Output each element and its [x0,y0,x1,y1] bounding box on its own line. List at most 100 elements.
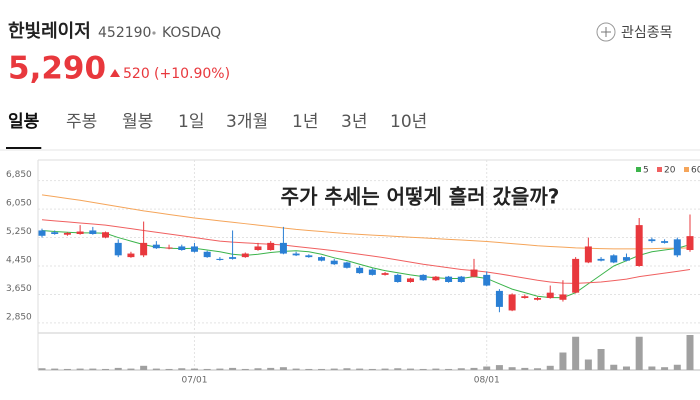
stock-code: 452190 [98,25,151,41]
volume-bar [406,368,414,370]
candle-body [76,231,84,234]
candle-body [559,294,567,300]
volume-bar [686,335,694,370]
candle-body [686,236,694,250]
candle-body [368,269,376,275]
candle-body [394,274,402,282]
y-tick-label: 4,450 [6,256,32,266]
y-tick-label: 6,850 [6,170,32,180]
candle-body [584,246,592,263]
moving-average [41,219,691,284]
volume-bar [152,368,160,370]
volume-bar [661,367,669,370]
volume-bar [216,368,224,370]
volume-bar [368,368,376,370]
candle-body [406,278,414,282]
volume-bar [622,366,630,370]
y-tick-label: 6,050 [6,199,32,209]
volume-bar [635,336,643,370]
candle-body [241,253,249,258]
annotation: 주가 추세는 어떻게 흘러 갔을까? [281,185,560,209]
candle-body [165,247,173,249]
volume-bar [343,368,351,370]
tab[interactable]: 일봉 [8,112,40,132]
volume-bar [457,368,465,370]
volume-bar [673,364,681,370]
watch-button[interactable]: 관심종목 [596,22,673,42]
stock-name: 한빛레이저 [8,21,91,42]
volume-bar [229,367,237,370]
candle-body [597,258,605,261]
candle-body [356,267,364,274]
candle-body [229,257,237,259]
y-tick-label: 5,250 [6,227,32,237]
volume-bar [445,368,453,370]
change: 520 [123,66,150,82]
volume-bar [610,364,618,370]
volume-bar [114,367,122,370]
candle-body [190,246,198,252]
tab[interactable]: 1년 [292,112,318,132]
volume-bar [330,368,338,370]
volume-bar [419,368,427,370]
candle-body [254,246,262,250]
tab[interactable]: 10년 [390,112,427,132]
moving-average [41,229,691,299]
volume-bar [241,368,249,370]
x-tick-label: 08/01 [474,376,500,386]
volume-bar [318,368,326,370]
candle-body [673,239,681,256]
volume-bar [63,368,71,370]
volume-bar [267,367,275,370]
volume-bar [165,368,173,370]
volume-bar [584,359,592,370]
volume-bar [559,352,567,370]
volume-bar [394,368,402,370]
plus-icon [596,22,616,42]
tab[interactable]: 1일 [178,112,204,132]
candle-body [622,257,630,261]
candle-body [534,298,542,300]
candle-body [216,258,224,260]
volume-bar [381,368,389,370]
candle-body [635,225,643,266]
moving-average [41,194,691,250]
y-tick-label: 2,850 [6,312,32,322]
market: KOSDAQ [162,25,221,41]
volume-bar [508,367,516,370]
tab[interactable]: 3개월 [226,112,268,132]
volume-bar [254,368,262,370]
candle-body [318,257,326,261]
volume-bar [546,365,554,370]
candle-body [330,260,338,265]
candle-body [495,290,503,307]
volume-bar [140,365,148,370]
legend-label: 5 [643,166,649,176]
candle-body [267,242,275,250]
candle-body [51,232,59,234]
volume-bar [572,336,580,370]
candle-body [102,232,110,238]
legend-label: 20 [664,166,676,176]
candle-body [546,292,554,298]
price: 5,290 [8,51,106,87]
candle-body [470,269,478,277]
tab[interactable]: 월봉 [122,112,153,132]
candle-body [89,230,97,234]
tab[interactable]: 3년 [341,112,367,132]
volume-bar [76,368,84,370]
legend-swatch [657,167,662,172]
volume-bar [356,368,364,370]
candle-body [521,296,529,298]
candle-body [38,230,46,236]
candle-body [445,276,453,282]
tab[interactable]: 주봉 [66,112,97,132]
volume-bar [305,368,313,370]
volume-bar [470,367,478,370]
candle-body [457,276,465,282]
volume-bar [495,365,503,370]
y-tick-label: 3,650 [6,284,32,294]
candle-body [305,255,313,258]
up-arrow [110,69,120,77]
candle-body [419,274,427,281]
